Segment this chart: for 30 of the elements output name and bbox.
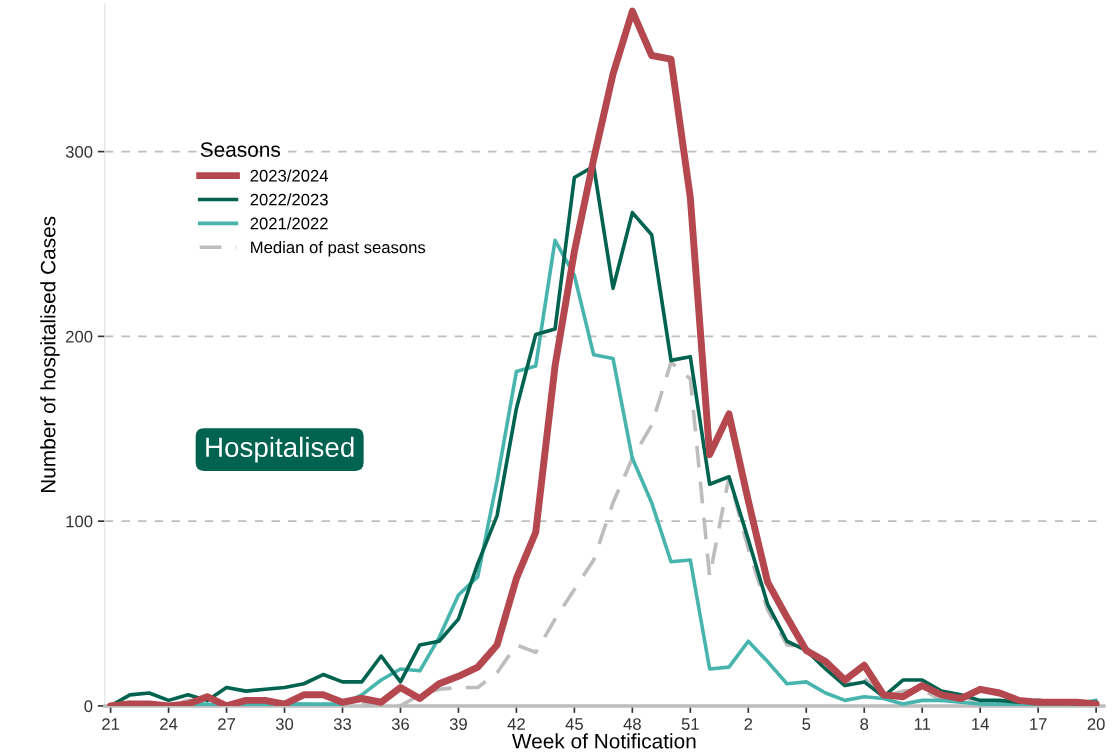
legend-label: Median of past seasons — [251, 241, 426, 257]
legend-title: Seasons — [200, 142, 281, 157]
x-tick-label: 21 — [102, 718, 120, 730]
x-tick-label: 42 — [507, 718, 525, 730]
x-tick-label: 51 — [681, 718, 699, 730]
x-tick-label: 24 — [160, 718, 178, 730]
x-tick-label: 48 — [623, 718, 641, 730]
annotation: Hospitalised — [206, 436, 354, 463]
y-tick-label: 100 — [66, 515, 93, 528]
y-axis-title: Number of hospitalised Cases — [40, 216, 60, 493]
x-axis-title: Week of Notification — [511, 733, 696, 749]
x-tick-label: 17 — [1030, 718, 1047, 730]
y-tick-label: 200 — [66, 330, 93, 343]
x-tick-label: 45 — [565, 718, 583, 730]
x-tick-label: 2 — [744, 718, 753, 730]
x-tick-label: 8 — [860, 718, 869, 730]
legend-label: 2023/2024 — [250, 169, 329, 182]
x-tick-label: 39 — [449, 718, 467, 730]
x-tick-label: 33 — [333, 718, 352, 730]
x-tick-label: 30 — [275, 718, 294, 730]
y-tick-label: 300 — [65, 146, 93, 158]
x-tick-label: 14 — [972, 718, 989, 730]
x-tick-label: 11 — [914, 718, 931, 730]
x-tick-label: 36 — [391, 718, 409, 730]
x-tick-label: 5 — [802, 718, 811, 730]
legend-label: 2022/2023 — [250, 193, 328, 206]
x-tick-label: 20 — [1087, 718, 1105, 730]
y-tick-label: 0 — [84, 700, 93, 713]
legend-label: 2021/2022 — [250, 217, 328, 230]
x-tick-label: 27 — [218, 718, 235, 730]
